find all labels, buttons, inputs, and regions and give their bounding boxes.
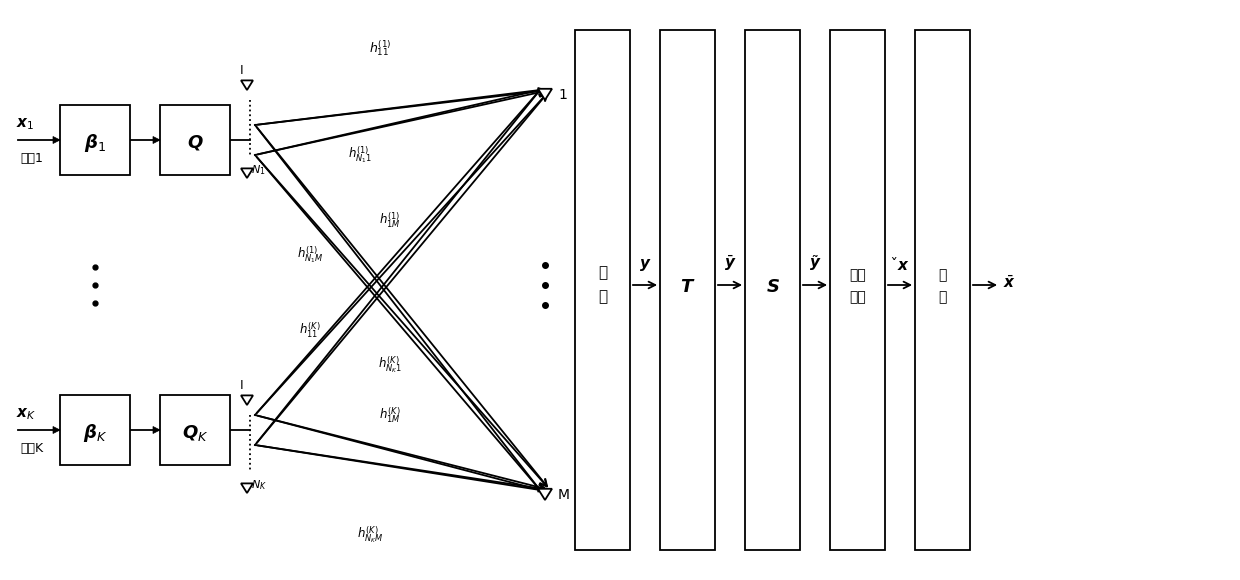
Text: M: M <box>558 488 570 502</box>
Text: $h_{N_1M}^{(1)}$: $h_{N_1M}^{(1)}$ <box>296 245 324 266</box>
Polygon shape <box>53 426 60 433</box>
Polygon shape <box>241 81 253 90</box>
Text: 用户1: 用户1 <box>20 152 43 165</box>
Text: $h_{1M}^{(1)}$: $h_{1M}^{(1)}$ <box>379 211 401 230</box>
Bar <box>915 30 970 550</box>
Polygon shape <box>53 136 60 143</box>
Text: I: I <box>241 379 244 392</box>
Text: 量化: 量化 <box>849 268 866 282</box>
Text: $N_K$: $N_K$ <box>250 478 267 492</box>
Text: $\boldsymbol{Q}_K$: $\boldsymbol{Q}_K$ <box>182 423 208 443</box>
Text: $N_1$: $N_1$ <box>250 163 265 177</box>
Bar <box>660 30 715 550</box>
Text: 取整: 取整 <box>849 290 866 304</box>
Text: I: I <box>241 64 244 77</box>
Bar <box>160 105 229 175</box>
Text: $\boldsymbol{x}_1$: $\boldsymbol{x}_1$ <box>16 117 35 132</box>
Text: 决: 决 <box>939 290 946 304</box>
Text: $h_{N_K1}^{(K)}$: $h_{N_K1}^{(K)}$ <box>378 354 402 375</box>
Text: $\bar{\boldsymbol{y}}$: $\bar{\boldsymbol{y}}$ <box>724 254 737 273</box>
Bar <box>745 30 800 550</box>
Text: 用户K: 用户K <box>20 442 43 455</box>
Text: $\check{\boldsymbol{x}}$: $\check{\boldsymbol{x}}$ <box>890 256 909 273</box>
Text: $\boldsymbol{x}_K$: $\boldsymbol{x}_K$ <box>16 407 36 422</box>
Polygon shape <box>538 89 552 100</box>
Text: $\bar{\boldsymbol{x}}$: $\bar{\boldsymbol{x}}$ <box>1003 275 1016 291</box>
Text: $\boldsymbol{Q}$: $\boldsymbol{Q}$ <box>187 133 203 153</box>
Bar <box>160 395 229 465</box>
Text: 站: 站 <box>598 289 608 304</box>
Polygon shape <box>241 168 253 178</box>
Polygon shape <box>241 396 253 405</box>
Text: $\boldsymbol{\beta}_K$: $\boldsymbol{\beta}_K$ <box>83 422 107 444</box>
Text: 1: 1 <box>558 88 567 102</box>
Text: $\boldsymbol{y}$: $\boldsymbol{y}$ <box>639 257 651 273</box>
Text: $\boldsymbol{T}$: $\boldsymbol{T}$ <box>680 278 696 296</box>
Bar <box>60 395 130 465</box>
Polygon shape <box>153 426 160 433</box>
Text: 基: 基 <box>598 266 608 281</box>
Polygon shape <box>241 483 253 493</box>
Bar <box>830 30 885 550</box>
Text: $h_{N_KM}^{(K)}$: $h_{N_KM}^{(K)}$ <box>357 524 383 545</box>
Text: $h_{11}^{(1)}$: $h_{11}^{(1)}$ <box>368 38 392 58</box>
Polygon shape <box>538 489 552 500</box>
Text: $h_{11}^{(K)}$: $h_{11}^{(K)}$ <box>299 320 321 340</box>
Text: $h_{1M}^{(K)}$: $h_{1M}^{(K)}$ <box>379 405 401 425</box>
Text: $\tilde{\boldsymbol{y}}$: $\tilde{\boldsymbol{y}}$ <box>808 253 821 273</box>
Bar <box>575 30 630 550</box>
Polygon shape <box>153 136 160 143</box>
Text: $h_{N_11}^{(1)}$: $h_{N_11}^{(1)}$ <box>348 144 372 165</box>
Text: $\boldsymbol{\beta}_1$: $\boldsymbol{\beta}_1$ <box>84 132 107 154</box>
Text: 判: 判 <box>939 268 946 282</box>
Bar <box>60 105 130 175</box>
Text: $\boldsymbol{S}$: $\boldsymbol{S}$ <box>765 278 780 296</box>
